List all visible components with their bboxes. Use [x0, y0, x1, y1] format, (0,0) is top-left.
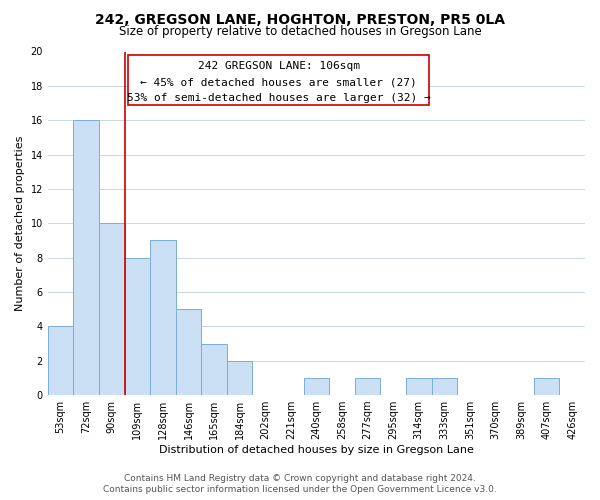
- Text: ← 45% of detached houses are smaller (27): ← 45% of detached houses are smaller (27…: [140, 78, 417, 88]
- Bar: [176, 309, 201, 395]
- Text: Contains HM Land Registry data © Crown copyright and database right 2024.
Contai: Contains HM Land Registry data © Crown c…: [103, 474, 497, 494]
- Bar: [150, 240, 176, 395]
- Text: 53% of semi-detached houses are larger (32) →: 53% of semi-detached houses are larger (…: [127, 94, 431, 104]
- Bar: [125, 258, 150, 395]
- Bar: [73, 120, 99, 395]
- Bar: [534, 378, 559, 395]
- Bar: [99, 224, 125, 395]
- Bar: [406, 378, 431, 395]
- Bar: [355, 378, 380, 395]
- Bar: [48, 326, 73, 395]
- Bar: [304, 378, 329, 395]
- Bar: [227, 360, 253, 395]
- X-axis label: Distribution of detached houses by size in Gregson Lane: Distribution of detached houses by size …: [159, 445, 474, 455]
- Bar: [201, 344, 227, 395]
- Bar: [431, 378, 457, 395]
- Y-axis label: Number of detached properties: Number of detached properties: [15, 136, 25, 311]
- FancyBboxPatch shape: [128, 55, 429, 105]
- Text: Size of property relative to detached houses in Gregson Lane: Size of property relative to detached ho…: [119, 25, 481, 38]
- Text: 242 GREGSON LANE: 106sqm: 242 GREGSON LANE: 106sqm: [198, 61, 360, 71]
- Text: 242, GREGSON LANE, HOGHTON, PRESTON, PR5 0LA: 242, GREGSON LANE, HOGHTON, PRESTON, PR5…: [95, 12, 505, 26]
